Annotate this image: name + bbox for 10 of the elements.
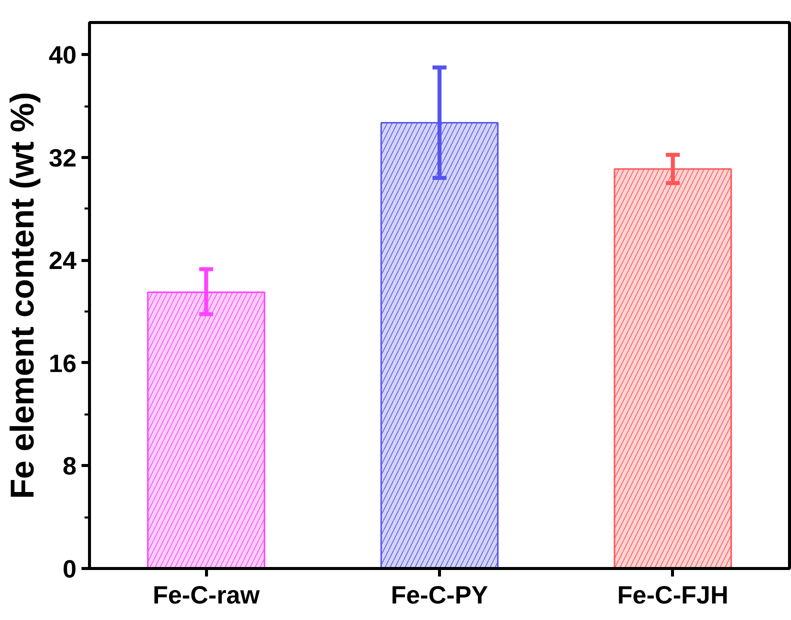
y-tick-label: 40 xyxy=(48,42,77,70)
x-tick-label: Fe-C-raw xyxy=(152,582,260,610)
y-tick-label: 24 xyxy=(48,247,77,276)
x-tick-label: Fe-C-FJH xyxy=(617,582,728,610)
x-tick-label: Fe-C-PY xyxy=(390,582,488,610)
y-tick-label: 8 xyxy=(62,452,77,481)
y-axis-title: Fe element content (wt %) xyxy=(4,92,41,500)
y-tick-label: 32 xyxy=(48,144,77,172)
y-tick-label: 16 xyxy=(48,350,77,378)
y-tick-label: 0 xyxy=(62,556,76,584)
